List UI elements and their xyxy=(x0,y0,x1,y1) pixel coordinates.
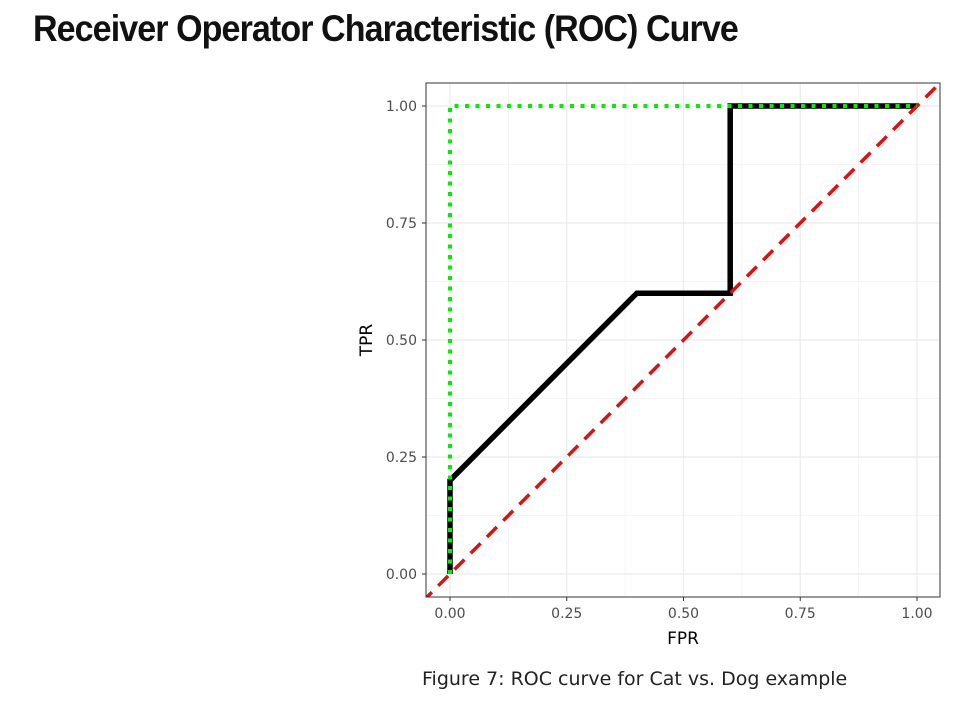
x-axis-title: FPR xyxy=(667,629,699,649)
y-tick-label: 0.00 xyxy=(386,567,417,583)
y-tick-label: 0.25 xyxy=(386,450,417,466)
y-tick-label: 0.75 xyxy=(386,216,417,232)
x-tick-label: 0.00 xyxy=(434,606,465,622)
page-title: Receiver Operator Characteristic (ROC) C… xyxy=(33,8,739,49)
y-tick-label: 0.50 xyxy=(386,333,417,349)
axis-layer: 0.00 0.25 0.50 0.75 1.00 0.00 0.25 0.50 0.75 1.00 xyxy=(386,99,933,622)
y-axis-title: TPR xyxy=(357,324,377,358)
reference-random-line xyxy=(426,83,940,597)
x-tick-label: 0.25 xyxy=(551,606,582,622)
x-tick-label: 1.00 xyxy=(901,606,932,622)
x-tick-label: 0.50 xyxy=(668,606,699,622)
reference-perfect-line xyxy=(448,104,917,574)
figure-caption: Figure 7: ROC curve for Cat vs. Dog exam… xyxy=(422,668,848,690)
series-layer xyxy=(426,83,940,597)
y-tick-label: 1.00 xyxy=(386,99,417,115)
x-tick-label: 0.75 xyxy=(785,606,816,622)
